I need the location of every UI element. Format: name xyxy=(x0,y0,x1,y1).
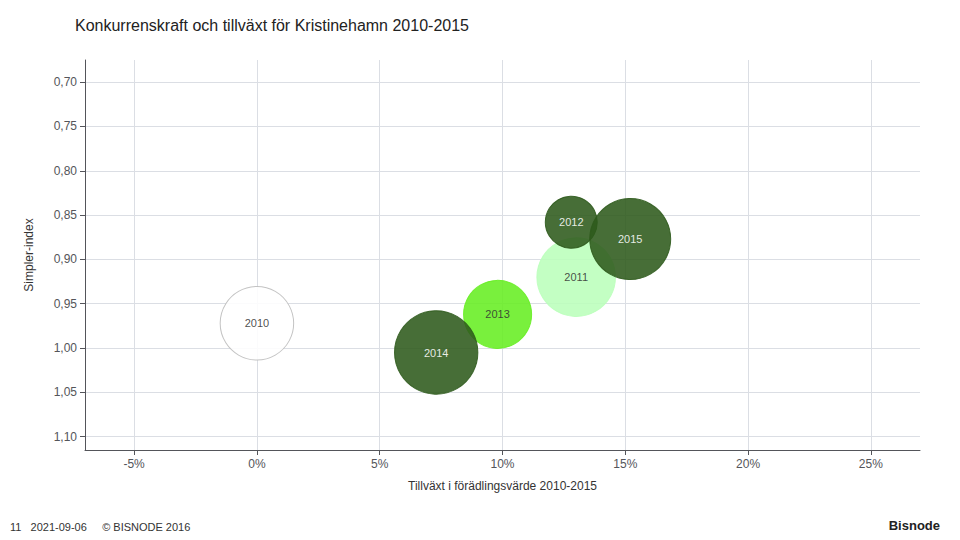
svg-text:0,80: 0,80 xyxy=(54,164,78,178)
svg-text:5%: 5% xyxy=(371,457,389,471)
svg-text:1,10: 1,10 xyxy=(54,430,78,444)
svg-text:2015: 2015 xyxy=(618,233,642,245)
svg-text:Simpler-index: Simpler-index xyxy=(22,218,36,291)
svg-text:1,00: 1,00 xyxy=(54,341,78,355)
svg-text:11 2021-09-06 © BISNODE: 11 2021-09-06 © BISNODE 2016 xyxy=(10,521,190,533)
svg-text:10%: 10% xyxy=(490,457,514,471)
svg-text:-5%: -5% xyxy=(123,457,145,471)
svg-text:25%: 25% xyxy=(859,457,883,471)
svg-text:0,85: 0,85 xyxy=(54,208,78,222)
svg-text:2010: 2010 xyxy=(245,317,269,329)
svg-text:0,90: 0,90 xyxy=(54,252,78,266)
svg-text:Konkurrenskraft och tillväxt f: Konkurrenskraft och tillväxt för Kristin… xyxy=(75,17,469,34)
svg-text:2013: 2013 xyxy=(485,308,509,320)
svg-text:Bisnode: Bisnode xyxy=(889,518,940,533)
svg-text:Tillväxt i förädlingsvärde 201: Tillväxt i förädlingsvärde 2010-2015 xyxy=(408,479,597,493)
svg-text:0,95: 0,95 xyxy=(54,297,78,311)
svg-text:15%: 15% xyxy=(613,457,637,471)
svg-text:0%: 0% xyxy=(248,457,266,471)
svg-text:2012: 2012 xyxy=(559,216,583,228)
svg-text:20%: 20% xyxy=(736,457,760,471)
svg-text:0,70: 0,70 xyxy=(54,75,78,89)
svg-text:0,75: 0,75 xyxy=(54,119,78,133)
svg-text:2014: 2014 xyxy=(424,347,448,359)
svg-text:1,05: 1,05 xyxy=(54,385,78,399)
svg-text:2011: 2011 xyxy=(564,271,588,283)
